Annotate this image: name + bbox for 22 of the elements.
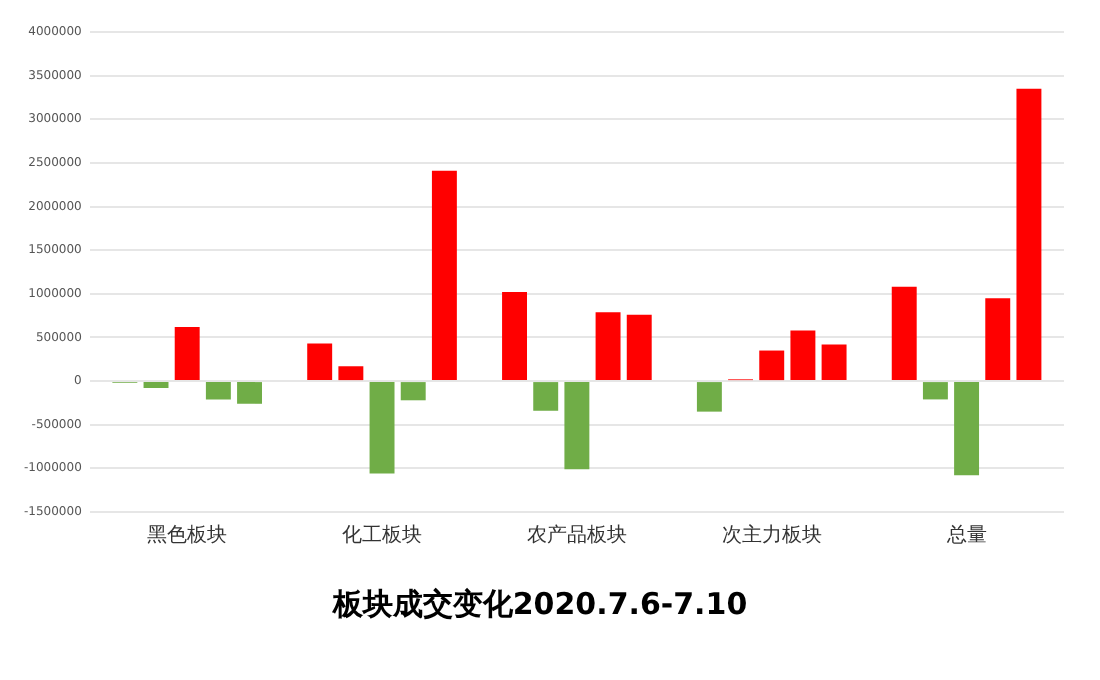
bar <box>431 170 457 381</box>
bar <box>564 382 590 470</box>
bar <box>821 344 847 381</box>
x-tick-label: 总量 <box>944 523 987 548</box>
bar <box>369 382 395 474</box>
bar <box>143 382 169 389</box>
x-tick-label: 黑色板块 <box>147 523 228 548</box>
x-tick-label: 次主力板块 <box>721 523 822 548</box>
bar <box>595 312 621 381</box>
bar <box>922 382 948 400</box>
bar <box>307 343 333 381</box>
bar <box>790 330 816 381</box>
x-tick-label: 化工板块 <box>342 523 423 548</box>
x-tick-label: 农产品板块 <box>526 523 627 548</box>
bar <box>891 286 917 381</box>
bar <box>502 292 528 381</box>
bar <box>985 298 1011 381</box>
text: 板块成交变化2020.7.6-7.10 <box>330 585 748 622</box>
bar <box>1016 88 1042 381</box>
bar <box>954 382 980 476</box>
bar <box>626 314 652 381</box>
bar <box>533 382 559 411</box>
